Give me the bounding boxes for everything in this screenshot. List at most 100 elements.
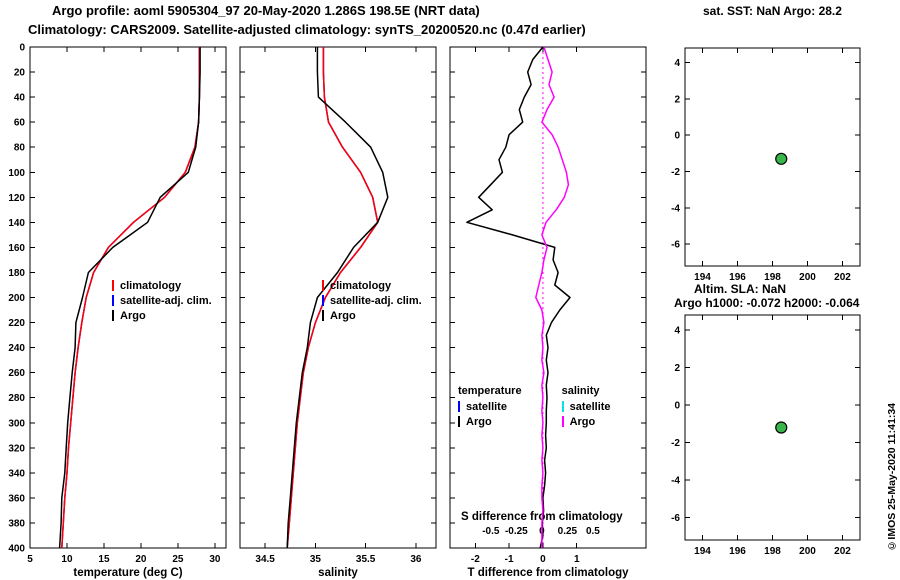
legend-entry-climatology: climatology [112,278,212,293]
argo-t-difference-line [466,46,571,549]
y-tick-label: 0 [19,43,25,54]
difference-panel-legend: temperature satellite Argo salinity sate… [458,384,611,429]
legend-label: Argo [466,415,492,428]
figure-subtitle: Climatology: CARS2009. Satellite-adjuste… [28,22,586,37]
x-tick-label: 20 [135,554,147,565]
s-argo-line-marker [561,416,564,427]
y-tick-label: 80 [14,143,26,154]
x-tick-label: 0 [540,554,546,565]
s-tick-label: -0.25 [505,526,528,537]
legend-label: satellite [569,400,611,413]
imos-watermark: ©IMOS 25-May-2020 11:41:34 [886,403,898,552]
argo-line-marker [322,310,324,321]
y-tick-label: 140 [8,218,25,229]
legend-entry-climatology: climatology [322,278,422,293]
legend-label: satellite-adj. clim. [330,294,422,307]
y-tick-label: 4 [674,326,680,337]
s-satellite-line-marker [561,401,564,412]
x-tick-label: -1 [505,554,514,565]
salinity-difference-legend-column: salinity satellite Argo [561,384,611,429]
y-tick-label: 20 [14,68,26,79]
y-tick-label: 400 [8,544,25,555]
argo-position-marker [775,152,788,165]
x-tick-label: 34.5 [255,554,275,565]
temperature_profile-xlabel: temperature (deg C) [73,567,182,579]
sla-panel-title: Argo h1000: -0.072 h2000: -0.064 [674,296,860,310]
legend-label: climatology [120,279,182,292]
salinity-panel-legend: climatology satellite-adj. clim. Argo [322,278,422,323]
s-tick-label: 0.25 [558,526,578,537]
legend-label: climatology [330,279,392,292]
x-tick-label: 194 [694,272,711,283]
legend-entry-t-satellite: satellite [458,399,522,414]
y-tick-label: 280 [8,393,25,404]
y-tick-label: 2 [674,363,680,374]
legend-header-temperature: temperature [458,385,522,397]
legend-entry-argo: Argo [322,308,422,323]
legend-label: satellite [466,400,507,413]
sla-value-label: Altim. SLA: NaN [694,282,787,296]
y-tick-label: 260 [8,368,25,379]
argo-position-marker [775,421,788,434]
legend-entry-argo: Argo [112,308,212,323]
y-tick-label: 0 [674,131,680,142]
y-tick-label: 2 [674,94,680,105]
climatology-line [286,47,379,549]
x-tick-label: 196 [729,546,746,557]
y-tick-label: 200 [8,293,25,304]
argo-salinity-line [286,47,389,549]
temperature-panel-legend: climatology satellite-adj. clim. Argo [112,278,212,323]
x-tick-label: 198 [764,272,781,283]
x-tick-label: 198 [764,546,781,557]
x-tick-label: 30 [209,554,221,565]
legend-entry-satellite-clim: satellite-adj. clim. [112,293,212,308]
legend-entry-t-argo: Argo [458,414,522,429]
x-tick-label: 196 [729,272,746,283]
y-tick-label: 100 [8,168,25,179]
y-tick-label: -6 [671,513,680,524]
legend-label: satellite-adj. clim. [120,294,212,307]
legend-header-salinity: salinity [561,385,600,397]
y-tick-label: 340 [8,468,25,479]
legend-label: Argo [330,309,356,322]
x-tick-label: 25 [172,554,184,565]
t-satellite-line-marker [458,401,460,412]
climatology-line-marker [112,280,114,291]
y-tick-label: 220 [8,318,25,329]
legend-label: Argo [569,415,596,428]
x-tick-label: 200 [799,546,816,557]
sst_position-frame [684,47,861,267]
y-tick-label: 380 [8,518,25,529]
figure-title: Argo profile: aoml 5905304_97 20-May-202… [52,3,480,18]
argo-s-difference-line [535,46,570,548]
y-tick-label: -4 [671,476,680,487]
argo-temperature-line [58,47,201,549]
sst-panel-title: sat. SST: NaN Argo: 28.2 [703,4,842,18]
y-tick-label: 0 [674,401,680,412]
x-tick-label: 200 [799,272,816,283]
difference_profile-frame [449,46,647,549]
argo-line-marker [112,310,114,321]
x-tick-label: 35 [310,554,322,565]
y-tick-label: 320 [8,443,25,454]
temperature-difference-legend-column: temperature satellite Argo [458,384,522,429]
y-tick-label: -4 [671,203,680,214]
difference_profile-xlabel: T difference from climatology [467,567,629,579]
t-argo-line-marker [458,416,460,427]
salinity_profile-xlabel: salinity [318,567,358,579]
legend-label: Argo [120,309,146,322]
x-tick-label: 15 [98,554,110,565]
x-tick-label: 10 [61,554,73,565]
x-tick-label: 202 [834,272,851,283]
x-tick-label: 202 [834,546,851,557]
y-tick-label: 160 [8,243,25,254]
climatology-line-marker [322,280,324,291]
y-tick-label: 60 [14,118,26,129]
y-tick-label: 40 [14,93,26,104]
y-tick-label: -2 [671,438,680,449]
x-tick-label: -2 [471,554,480,565]
y-tick-label: -6 [671,240,680,251]
sla_position-frame [684,314,861,541]
